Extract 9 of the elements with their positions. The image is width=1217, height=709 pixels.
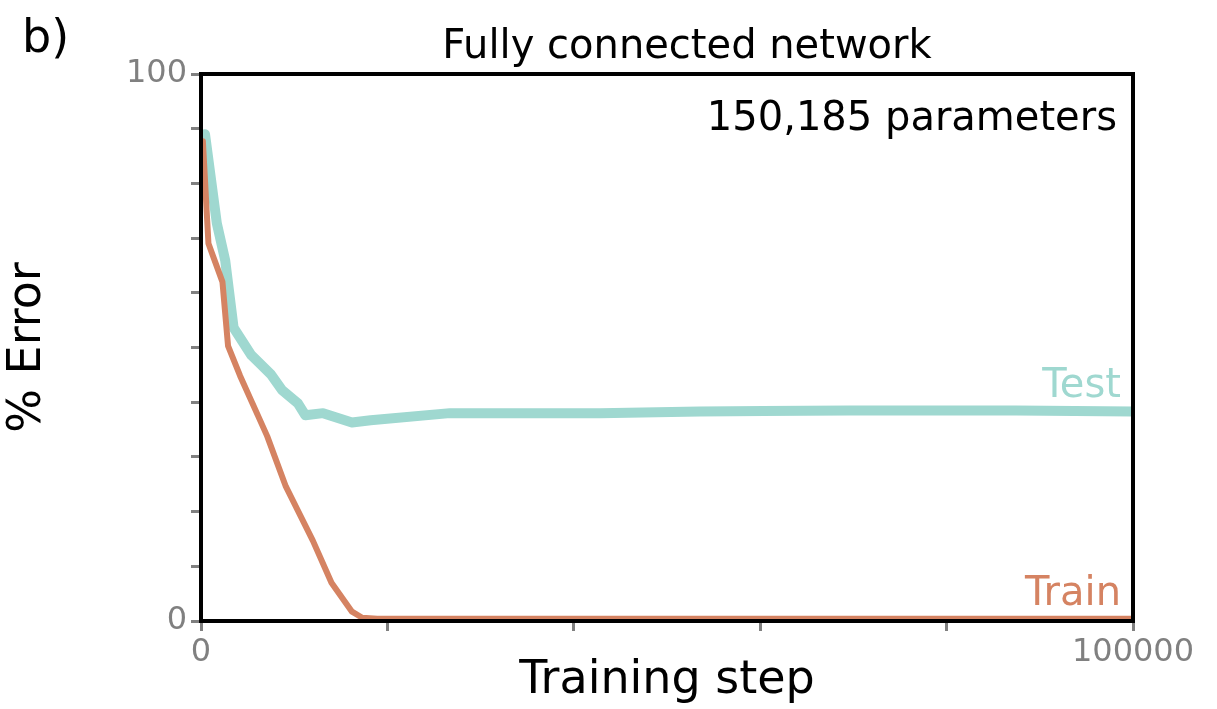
y-tick-label: 100 xyxy=(125,52,187,91)
y-axis-title: % Error xyxy=(0,262,51,433)
text: b) xyxy=(22,9,70,63)
chart-title: Fully connected network xyxy=(442,21,933,67)
series-label: Train xyxy=(1024,567,1121,614)
series-label: Test xyxy=(1041,360,1121,407)
x-tick-label: 100000 xyxy=(1071,630,1195,669)
annotation: 150,185 parameters xyxy=(706,93,1117,139)
x-axis-title: Training step xyxy=(518,650,815,705)
